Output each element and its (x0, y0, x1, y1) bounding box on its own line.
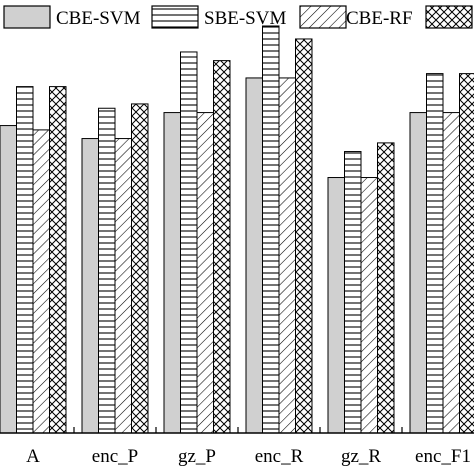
bar-enc_R-series-1 (245, 77, 263, 434)
x-tick-label-0: A (26, 446, 40, 467)
axes (0, 427, 474, 434)
bar-enc_P-series-4 (131, 103, 149, 434)
x-tick-label-3: enc_R (255, 446, 304, 467)
x-tick-label-5: enc_F1 (415, 446, 471, 467)
bar-A-series-1 (0, 125, 17, 434)
bar-gz_R-series-3 (360, 177, 378, 434)
bar-gz_R-series-1 (327, 177, 345, 434)
legend-swatch-4 (425, 5, 473, 29)
bar-enc_F1-series-4 (459, 73, 474, 434)
x-tick-label-2: gz_P (178, 446, 216, 467)
bar-enc_R-series-2 (262, 25, 280, 434)
bar-enc_P-series-2 (98, 107, 116, 434)
legend-label-3: CBE-RF (346, 8, 413, 29)
bar-enc_P-series-1 (81, 138, 99, 434)
bar-gz_R-series-2 (344, 151, 362, 434)
bar-A-series-3 (32, 129, 50, 434)
legend-background (0, 0, 474, 34)
bar-enc_F1-series-2 (426, 73, 444, 434)
legend-swatch-2 (151, 5, 199, 29)
x-tick-label-4: gz_R (341, 446, 381, 467)
bar-A-series-4 (49, 86, 67, 434)
bar-gz_P-series-3 (196, 112, 214, 434)
legend-label-2: SBE-SVM (204, 8, 286, 29)
bar-gz_P-series-4 (213, 60, 231, 434)
bars-group (0, 25, 474, 434)
legend-swatch-3 (299, 5, 347, 29)
legend: CBE-SVM SBE-SVM CBE-RF (0, 0, 474, 34)
bar-enc_R-series-4 (295, 38, 313, 434)
legend-label-1: CBE-SVM (56, 8, 141, 29)
bar-enc_F1-series-1 (409, 112, 427, 434)
bar-enc_P-series-3 (114, 138, 132, 434)
x-tick-label-1: enc_P (92, 446, 138, 467)
bar-enc_R-series-3 (278, 77, 296, 434)
bar-enc_F1-series-3 (442, 112, 460, 434)
bar-A-series-2 (16, 86, 34, 434)
bar-gz_P-series-2 (180, 51, 198, 434)
bar-gz_R-series-4 (377, 142, 395, 434)
legend-swatch-1 (3, 5, 51, 29)
bar-gz_P-series-1 (163, 112, 181, 434)
